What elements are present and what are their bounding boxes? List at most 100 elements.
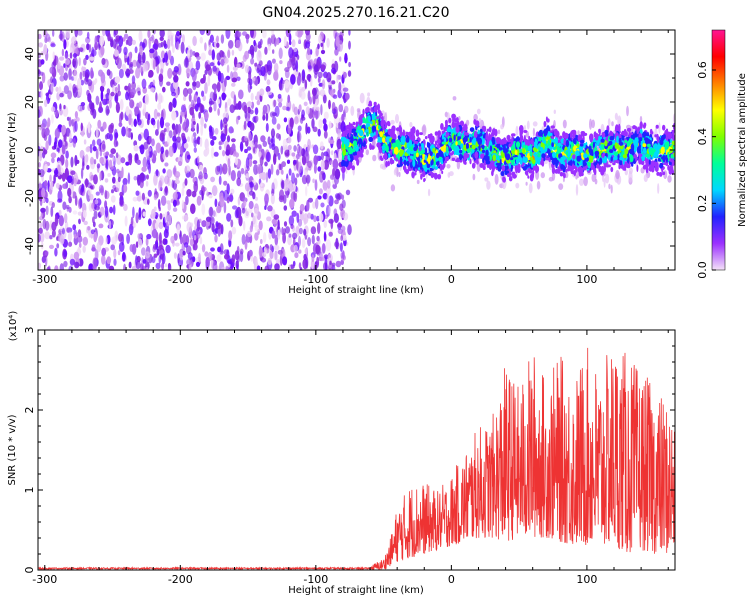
noise-cell [195, 60, 201, 71]
noise-cell [307, 212, 312, 219]
band-cell [551, 167, 556, 174]
noise-cell [287, 144, 292, 151]
band-cell [568, 141, 572, 145]
noise-cell [243, 105, 248, 114]
noise-cell [231, 49, 235, 56]
noise-cell [281, 226, 284, 236]
noise-cell [69, 47, 73, 53]
noise-cell [116, 57, 122, 70]
band-cell [486, 139, 489, 147]
noise-cell [208, 100, 215, 105]
noise-cell [141, 247, 146, 256]
band-cell [500, 170, 505, 177]
noise-cell [141, 78, 147, 90]
band-cell [537, 157, 541, 165]
band-cell [572, 130, 576, 139]
band-cell [451, 113, 456, 120]
noise-cell [244, 111, 248, 119]
noise-cell [314, 179, 318, 191]
noise-cell [176, 30, 180, 37]
noise-cell [204, 111, 209, 120]
noise-cell [149, 36, 153, 42]
noise-cell [111, 165, 114, 170]
noise-cell [255, 115, 259, 122]
band-cell [559, 171, 564, 177]
noise-cell [216, 98, 221, 105]
noise-cell [281, 169, 284, 175]
band-cell [520, 152, 524, 158]
noise-cell [303, 213, 309, 225]
noise-cell [271, 116, 277, 125]
noise-cell [176, 136, 181, 143]
band-cell [650, 128, 653, 134]
noise-cell [41, 197, 45, 203]
noise-cell [38, 183, 43, 189]
noise-cell [302, 155, 307, 166]
band-cell [405, 169, 410, 175]
noise-cell [285, 226, 290, 234]
noise-cell [151, 228, 158, 239]
noise-cell [123, 203, 128, 212]
band-halo-cell [497, 129, 501, 135]
noise-cell [196, 55, 201, 61]
noise-cell [76, 232, 80, 237]
noise-cell [151, 138, 155, 147]
noise-cell [90, 67, 94, 79]
noise-cell [50, 76, 54, 84]
noise-cell [334, 199, 339, 205]
noise-cell [41, 255, 46, 264]
noise-cell [67, 175, 73, 184]
noise-cell [54, 247, 58, 257]
noise-cell [166, 38, 171, 50]
noise-cell [192, 132, 197, 138]
noise-cell [348, 61, 351, 68]
noise-cell [131, 243, 137, 255]
noise-cell [222, 163, 228, 175]
noise-cell [264, 46, 268, 55]
band-cell [429, 133, 433, 139]
noise-cell [322, 181, 328, 191]
noise-cell [164, 211, 168, 224]
band-halo-cell [528, 183, 533, 194]
noise-cell [164, 263, 168, 268]
noise-cell [159, 30, 165, 38]
noise-cell [295, 60, 299, 72]
noise-cell [267, 205, 273, 212]
noise-cell [79, 149, 85, 159]
noise-cell [144, 251, 151, 259]
noise-cell [89, 56, 95, 61]
noise-cell [54, 169, 59, 176]
noise-cell [283, 179, 289, 192]
band-cell [389, 157, 393, 165]
band-cell [530, 138, 534, 145]
noise-cell [120, 111, 124, 121]
noise-cell [220, 119, 223, 131]
band-halo-cell [500, 124, 504, 130]
band-cell [488, 133, 491, 141]
noise-cell [128, 154, 133, 166]
noise-cell [276, 123, 281, 130]
noise-cell [173, 75, 179, 83]
band-halo-cell [536, 180, 541, 190]
band-cell [655, 124, 659, 129]
noise-cell [99, 171, 102, 182]
band-cell [563, 138, 566, 145]
noise-cell [40, 89, 43, 100]
noise-cell [215, 221, 219, 228]
noise-cell [212, 261, 218, 270]
noise-cell [334, 168, 341, 180]
noise-cell [151, 119, 156, 126]
noise-cell [98, 47, 104, 58]
noise-cell [252, 160, 258, 165]
noise-cell [77, 104, 81, 111]
noise-cell [81, 66, 87, 72]
noise-cell [112, 84, 115, 95]
noise-cell [44, 163, 48, 173]
noise-cell [291, 39, 296, 48]
band-cell [384, 152, 388, 161]
noise-cell [300, 30, 304, 36]
noise-cell [239, 251, 244, 263]
noise-cell [246, 101, 253, 107]
noise-cell [298, 104, 302, 112]
noise-cell [219, 195, 225, 208]
